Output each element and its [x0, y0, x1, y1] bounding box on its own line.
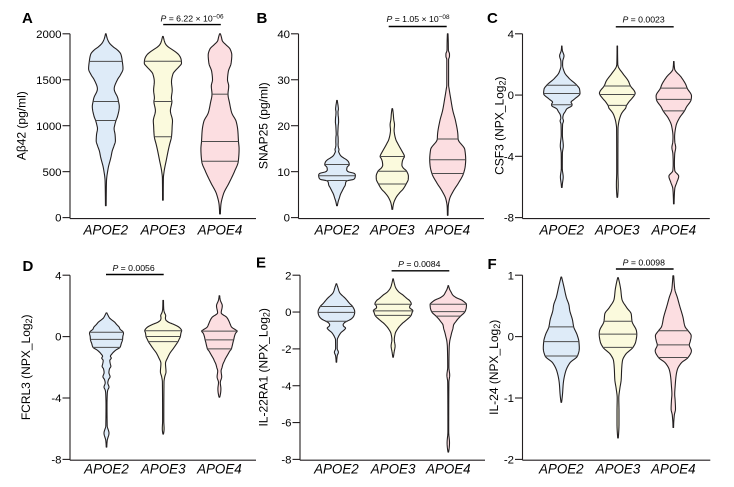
svg-text:APOE4: APOE4 — [196, 461, 242, 476]
svg-text:1000: 1000 — [36, 121, 61, 133]
svg-text:F: F — [488, 256, 497, 273]
svg-text:E: E — [256, 255, 266, 272]
svg-text:APOE4: APOE4 — [650, 461, 696, 476]
svg-text:500: 500 — [42, 167, 61, 179]
svg-text:P = 6.22 × 10−06: P = 6.22 × 10−06 — [160, 13, 223, 23]
svg-text:1: 1 — [508, 270, 514, 282]
svg-text:20: 20 — [277, 121, 290, 133]
svg-text:APOE2: APOE2 — [313, 461, 359, 476]
svg-text:-8: -8 — [51, 455, 61, 467]
svg-text:30: 30 — [277, 75, 290, 87]
svg-text:1500: 1500 — [36, 75, 61, 87]
svg-text:0: 0 — [508, 332, 514, 344]
svg-text:P = 0.0056: P = 0.0056 — [112, 263, 154, 273]
svg-text:Aβ42 (pg/ml): Aβ42 (pg/ml) — [14, 91, 28, 160]
svg-text:APOE3: APOE3 — [594, 222, 640, 237]
svg-text:D: D — [23, 258, 34, 275]
svg-text:APOE3: APOE3 — [140, 461, 186, 476]
svg-text:-4: -4 — [504, 151, 514, 163]
svg-text:P = 0.0098: P = 0.0098 — [623, 257, 665, 267]
svg-text:40: 40 — [277, 29, 290, 41]
svg-text:0: 0 — [55, 213, 61, 225]
svg-text:IL-22RA1 (NPX_Log2): IL-22RA1 (NPX_Log2) — [256, 308, 271, 426]
svg-text:2000: 2000 — [36, 29, 61, 41]
svg-text:APOE4: APOE4 — [424, 222, 470, 237]
svg-text:4: 4 — [508, 29, 514, 41]
svg-text:APOE3: APOE3 — [370, 461, 416, 476]
svg-text:P = 0.0023: P = 0.0023 — [622, 15, 664, 25]
svg-text:-2: -2 — [281, 344, 291, 356]
svg-text:-4: -4 — [51, 393, 61, 405]
svg-text:0: 0 — [508, 90, 514, 102]
svg-text:A: A — [22, 10, 33, 27]
svg-text:0: 0 — [285, 307, 291, 319]
svg-text:P = 0.0084: P = 0.0084 — [398, 259, 440, 269]
svg-text:APOE4: APOE4 — [650, 222, 696, 237]
svg-text:4: 4 — [55, 270, 61, 282]
svg-text:APOE2: APOE2 — [538, 222, 584, 237]
svg-text:C: C — [487, 10, 498, 27]
svg-text:APOE2: APOE2 — [82, 222, 128, 237]
svg-text:APOE2: APOE2 — [538, 461, 584, 476]
svg-text:P = 1.05 × 10−08: P = 1.05 × 10−08 — [386, 14, 449, 24]
svg-text:APOE3: APOE3 — [140, 222, 186, 237]
svg-text:APOE3: APOE3 — [595, 461, 641, 476]
svg-text:APOE4: APOE4 — [425, 461, 471, 476]
svg-text:0: 0 — [284, 213, 290, 225]
svg-text:FCRL3 (NPX_Log2): FCRL3 (NPX_Log2) — [19, 314, 34, 420]
svg-text:10: 10 — [277, 167, 290, 179]
svg-text:SNAP25 (pg/ml): SNAP25 (pg/ml) — [257, 82, 271, 169]
svg-text:2: 2 — [285, 270, 291, 282]
svg-text:APOE3: APOE3 — [369, 222, 415, 237]
svg-text:-1: -1 — [504, 393, 514, 405]
svg-text:CSF3 (NPX_Log2): CSF3 (NPX_Log2) — [493, 77, 508, 175]
svg-text:-2: -2 — [504, 455, 514, 467]
svg-text:APOE2: APOE2 — [314, 222, 360, 237]
svg-text:B: B — [257, 10, 268, 27]
svg-text:-8: -8 — [504, 213, 514, 225]
svg-text:-8: -8 — [281, 455, 291, 467]
svg-text:APOE4: APOE4 — [197, 222, 243, 237]
svg-text:-6: -6 — [281, 418, 291, 430]
svg-text:0: 0 — [55, 332, 61, 344]
svg-text:IL-24 (NPX_Log2): IL-24 (NPX_Log2) — [487, 320, 502, 415]
svg-text:-4: -4 — [281, 381, 291, 393]
svg-text:APOE2: APOE2 — [83, 461, 129, 476]
